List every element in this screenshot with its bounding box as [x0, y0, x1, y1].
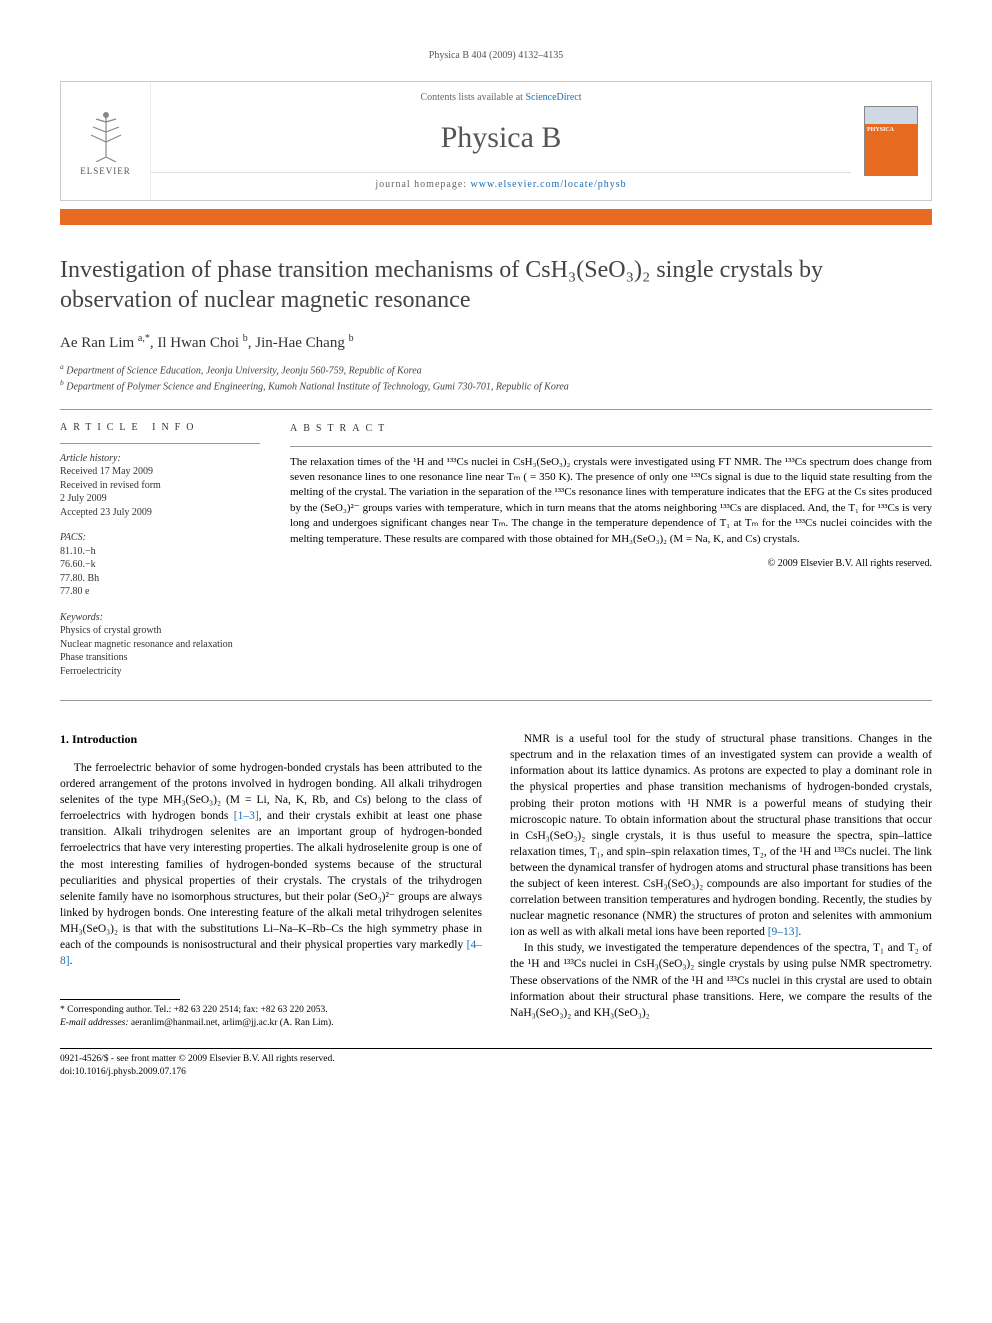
section-heading: 1. Introduction — [60, 731, 482, 748]
keywords-block: Keywords: Physics of crystal growth Nucl… — [60, 611, 260, 679]
journal-homepage-line: journal homepage: www.elsevier.com/locat… — [151, 172, 851, 190]
article-history: Article history: Received 17 May 2009 Re… — [60, 452, 260, 520]
column-right: NMR is a useful tool for the study of st… — [510, 731, 932, 1030]
publisher-name: ELSEVIER — [80, 166, 131, 176]
corresponding-author-footnote: * Corresponding author. Tel.: +82 63 220… — [60, 1004, 482, 1030]
pacs-code: 77.80 e — [60, 585, 260, 599]
abstract-heading: ABSTRACT — [290, 422, 932, 436]
affiliation-b: b Department of Polymer Science and Engi… — [60, 378, 932, 394]
contents-prefix: Contents lists available at — [420, 92, 525, 103]
history-line: Accepted 23 July 2009 — [60, 506, 260, 520]
running-head: Physica B 404 (2009) 4132–4135 — [60, 50, 932, 61]
abstract: ABSTRACT The relaxation times of the ¹H … — [290, 422, 932, 691]
page-footer: 0921-4526/$ - see front matter © 2009 El… — [60, 1053, 932, 1079]
abstract-copyright: © 2009 Elsevier B.V. All rights reserved… — [290, 557, 932, 571]
homepage-prefix: journal homepage: — [375, 179, 470, 190]
body-paragraph: In this study, we investigated the tempe… — [510, 940, 932, 1020]
footer-doi: doi:10.1016/j.physb.2009.07.176 — [60, 1066, 932, 1079]
footer-copyright: 0921-4526/$ - see front matter © 2009 El… — [60, 1053, 932, 1066]
keyword: Phase transitions — [60, 651, 260, 665]
history-line: Received in revised form — [60, 479, 260, 493]
journal-homepage-link[interactable]: www.elsevier.com/locate/physb — [471, 179, 627, 190]
pacs-code: 81.10.−h — [60, 545, 260, 559]
footnote-emails: E-mail addresses: aeranlim@hanmail.net, … — [60, 1017, 482, 1030]
contents-available-line: Contents lists available at ScienceDirec… — [420, 92, 581, 103]
keywords-label: Keywords: — [60, 611, 260, 625]
keyword: Nuclear magnetic resonance and relaxatio… — [60, 638, 260, 652]
footnote-separator — [60, 999, 180, 1000]
body-columns: 1. Introduction The ferroelectric behavi… — [60, 731, 932, 1030]
abstract-text: The relaxation times of the ¹H and ¹³³Cs… — [290, 455, 932, 547]
accent-bar — [60, 209, 932, 225]
journal-name: Physica B — [441, 121, 562, 155]
pacs-code: 76.60.−k — [60, 558, 260, 572]
keyword: Ferroelectricity — [60, 665, 260, 679]
affiliation-a: a Department of Science Education, Jeonj… — [60, 362, 932, 378]
article-info: ARTICLE INFO Article history: Received 1… — [60, 422, 260, 691]
divider — [60, 409, 932, 410]
divider — [60, 700, 932, 701]
footer-separator — [60, 1048, 932, 1049]
article-info-heading: ARTICLE INFO — [60, 422, 260, 433]
affiliations: a Department of Science Education, Jeonj… — [60, 362, 932, 395]
keyword: Physics of crystal growth — [60, 624, 260, 638]
sciencedirect-link[interactable]: ScienceDirect — [525, 92, 581, 103]
elsevier-tree-icon — [81, 107, 131, 162]
cover-thumbnail-block — [851, 82, 931, 200]
history-label: Article history: — [60, 452, 260, 466]
author-list: Ae Ran Lim a,*, Il Hwan Choi b, Jin-Hae … — [60, 333, 932, 352]
info-abstract-row: ARTICLE INFO Article history: Received 1… — [60, 422, 932, 691]
body-paragraph: NMR is a useful tool for the study of st… — [510, 731, 932, 940]
footnote-corr: * Corresponding author. Tel.: +82 63 220… — [60, 1004, 482, 1017]
journal-cover-icon — [864, 106, 918, 176]
history-line: Received 17 May 2009 — [60, 465, 260, 479]
history-line: 2 July 2009 — [60, 492, 260, 506]
pacs-label: PACS: — [60, 531, 260, 545]
journal-masthead: ELSEVIER Contents lists available at Sci… — [60, 81, 932, 201]
body-paragraph: The ferroelectric behavior of some hydro… — [60, 760, 482, 969]
article-title: Investigation of phase transition mechan… — [60, 255, 932, 315]
publisher-logo-block: ELSEVIER — [61, 82, 151, 200]
column-left: 1. Introduction The ferroelectric behavi… — [60, 731, 482, 1030]
pacs-code: 77.80. Bh — [60, 572, 260, 586]
masthead-center: Contents lists available at ScienceDirec… — [151, 82, 851, 200]
pacs-block: PACS: 81.10.−h 76.60.−k 77.80. Bh 77.80 … — [60, 531, 260, 599]
